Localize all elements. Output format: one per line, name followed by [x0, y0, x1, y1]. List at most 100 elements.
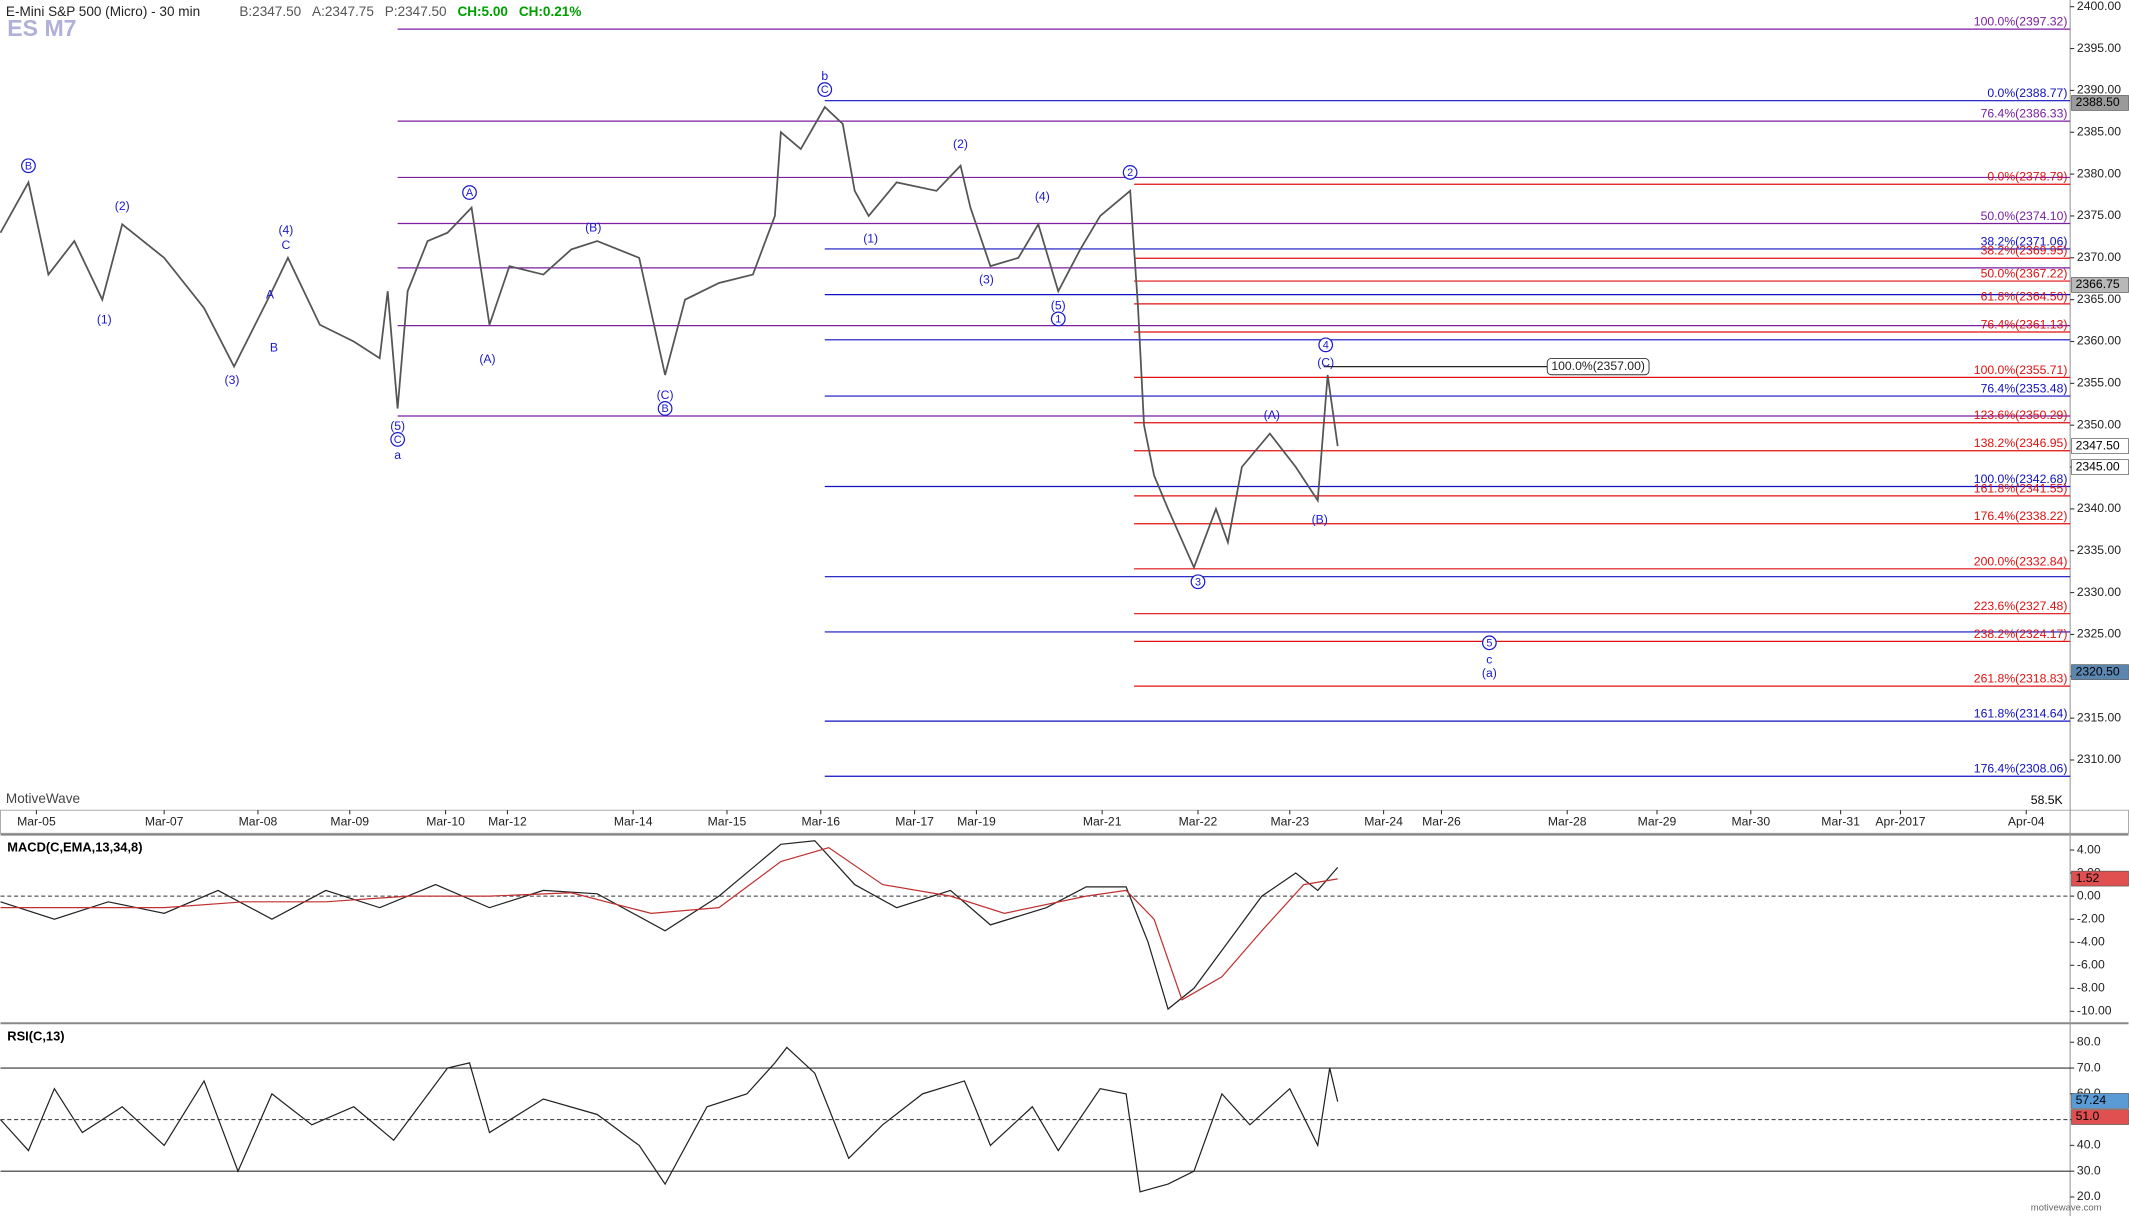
wave-label: C: [281, 238, 290, 252]
wave-label: (2): [115, 199, 130, 213]
wave-circle: [21, 158, 36, 174]
quote: P:2347.50: [385, 4, 447, 19]
x-tick-label: Mar-07: [145, 815, 184, 829]
price-tag-label: 1.52: [2076, 871, 2100, 885]
fib-label: 161.8%(2341.55): [1974, 481, 2068, 495]
fib-label: 223.6%(2327.48): [1974, 599, 2068, 613]
y-tick-label: 0.00: [2077, 888, 2101, 902]
y-tick-label: -2.00: [2077, 911, 2105, 925]
price-tag-label: 57.24: [2076, 1093, 2107, 1107]
wave-label: A: [266, 288, 275, 302]
fib-label: 100.0%(2342.68): [1974, 472, 2068, 486]
price-tag-label: 2345.00: [2076, 459, 2120, 473]
x-tick-label: Mar-05: [17, 815, 56, 829]
x-tick-label: Mar-17: [895, 815, 934, 829]
wave-label: C: [394, 434, 402, 446]
y-tick-label: 2375.00: [2077, 208, 2121, 222]
wave-circle: [1190, 574, 1206, 590]
fib-label-box: [1546, 357, 1650, 376]
fib-label: 38.2%(2371.06): [1981, 234, 2068, 248]
y-tick-label: 2325.00: [2077, 627, 2121, 641]
x-tick-label: Mar-21: [1083, 815, 1122, 829]
x-tick-label: Mar-14: [614, 815, 653, 829]
x-tick-label: Mar-24: [1364, 815, 1403, 829]
fib-label: 100.0%(2355.71): [1974, 363, 2068, 377]
price-tag-label: 2366.75: [2076, 277, 2120, 291]
y-tick-label: -6.00: [2077, 957, 2105, 971]
fib-label: 100.0%(2397.32): [1974, 15, 2068, 29]
wave-label: b: [821, 69, 828, 83]
x-tick-label: Mar-26: [1422, 815, 1461, 829]
fib-label: 261.8%(2318.83): [1974, 672, 2068, 686]
y-tick-label: 2395.00: [2077, 41, 2121, 55]
x-tick-label: Mar-22: [1179, 815, 1218, 829]
fib-label: 176.4%(2338.22): [1974, 509, 2068, 523]
symbol: ES M7: [7, 15, 76, 41]
wave-label: 5: [1486, 637, 1492, 649]
wave-label: c: [1486, 652, 1492, 666]
wave-label: (a): [1482, 666, 1497, 680]
y-tick-label: 2335.00: [2077, 543, 2121, 557]
y-tick-label: 2370.00: [2077, 250, 2121, 264]
watermark: MotiveWave: [6, 791, 80, 806]
x-tick-label: Mar-12: [488, 815, 527, 829]
x-tick-label: Apr-2017: [1875, 815, 1925, 829]
fib-label: 123.6%(2350.29): [1974, 408, 2068, 422]
wave-circle: [1122, 165, 1138, 180]
x-tick-label: Mar-31: [1821, 815, 1860, 829]
wave-circle: [1050, 311, 1066, 327]
wave-label: B: [25, 160, 32, 172]
y-tick-label: -10.00: [2077, 1004, 2112, 1018]
panel-title: MACD(C,EMA,13,34,8): [7, 840, 142, 855]
y-tick-label: 2340.00: [2077, 501, 2121, 515]
wave-label: B: [270, 340, 278, 354]
wave-label: (A): [1264, 408, 1280, 422]
y-tick-label: 2400.00: [2077, 0, 2121, 13]
fib-label: 50.0%(2374.10): [1981, 209, 2068, 223]
x-tick-label: Mar-16: [801, 815, 840, 829]
y-tick-label: 2315.00: [2077, 710, 2121, 724]
wave-label: (A): [479, 352, 495, 366]
fib-label: 76.4%(2361.13): [1981, 317, 2068, 331]
wave-label: 2: [1127, 167, 1133, 179]
x-tick-label: Mar-30: [1731, 815, 1770, 829]
wave-label: (C): [657, 388, 674, 402]
y-tick-label: -4.00: [2077, 934, 2105, 948]
wave-circle: [1481, 635, 1497, 651]
series-line: [0, 105, 1339, 570]
wave-label: (3): [225, 373, 240, 387]
wave-label: (4): [1035, 190, 1050, 204]
wave-label: (1): [863, 231, 878, 245]
date-axis-band: [0, 809, 2129, 834]
wave-label: (5): [1051, 298, 1066, 312]
wave-label: (2): [953, 137, 968, 151]
y-tick-label: 2350.00: [2077, 417, 2121, 431]
wave-circle: [462, 185, 477, 200]
wave-circle: [1318, 337, 1334, 353]
y-tick-label: 2385.00: [2077, 124, 2121, 138]
wave-label: a: [394, 448, 401, 462]
panel-title: RSI(C,13): [7, 1028, 64, 1043]
fib-label: 50.0%(2367.22): [1981, 266, 2068, 280]
quote: A:2347.75: [312, 4, 374, 19]
wave-label: B: [661, 403, 668, 415]
x-tick-label: Mar-10: [426, 815, 465, 829]
wave-label: C: [821, 84, 829, 96]
fib-label: 161.8%(2314.64): [1974, 707, 2068, 721]
y-tick-label: 2360.00: [2077, 334, 2121, 348]
price-tag-label: 51.0: [2076, 1109, 2100, 1123]
wave-label: (5): [390, 419, 405, 433]
fib-label: 0.0%(2388.77): [1987, 86, 2067, 100]
site: motivewave.com: [2031, 1202, 2102, 1213]
y-tick-label: 80.0: [2077, 1034, 2101, 1048]
wave-label: A: [466, 187, 474, 199]
price-tag-label: 2347.50: [2076, 438, 2120, 452]
y-tick-label: 70.0: [2077, 1060, 2101, 1074]
wave-label: (B): [585, 221, 601, 235]
fib-label: 176.4%(2308.06): [1974, 762, 2068, 776]
x-tick-label: Apr-04: [2008, 815, 2045, 829]
y-tick-label: 20.0: [2077, 1189, 2101, 1203]
price-tag-label: 2320.50: [2076, 664, 2120, 678]
fib-label: 61.8%(2364.50): [1981, 289, 2068, 303]
